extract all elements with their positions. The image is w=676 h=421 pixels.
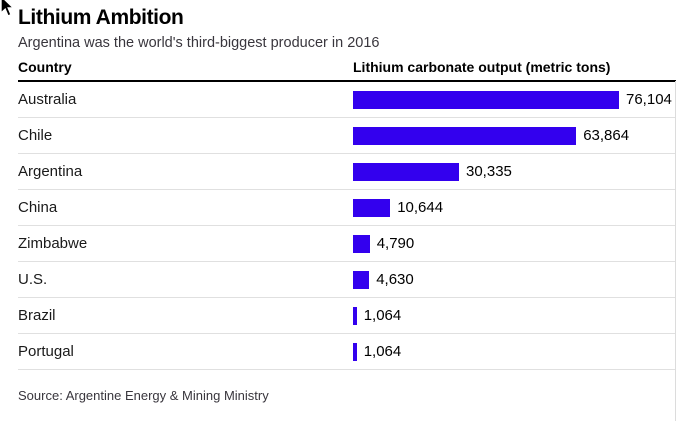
value-bar xyxy=(353,270,370,289)
value-bar xyxy=(353,306,357,325)
country-label: Argentina xyxy=(18,163,83,180)
table-row: Australia 76,104 xyxy=(18,82,676,118)
value-label: 4,790 xyxy=(376,235,415,252)
value-label: 1,064 xyxy=(363,307,402,324)
country-label: Australia xyxy=(18,91,77,108)
country-label: Chile xyxy=(18,127,53,144)
country-label: China xyxy=(18,199,58,216)
mouse-cursor-icon xyxy=(0,0,16,17)
table-row: Chile 63,864 xyxy=(18,118,676,154)
table-header-row: Country Lithium carbonate output (metric… xyxy=(18,59,676,75)
table-row: China 10,644 xyxy=(18,190,676,226)
country-label: Portugal xyxy=(18,343,74,360)
value-bar xyxy=(353,162,459,181)
value-bar xyxy=(353,234,370,253)
value-label: 1,064 xyxy=(363,343,402,360)
chart-subtitle: Argentina was the world's third-biggest … xyxy=(18,35,380,51)
value-label: 76,104 xyxy=(626,91,672,108)
value-label: 4,630 xyxy=(376,271,414,288)
table-row: Argentina 30,335 xyxy=(18,154,676,190)
source-text: Source: Argentine Energy & Mining Minist… xyxy=(18,388,269,403)
country-label: U.S. xyxy=(18,271,48,288)
value-bar xyxy=(353,342,357,361)
value-bar xyxy=(353,126,577,145)
table-row: Brazil 1,064 xyxy=(18,298,676,334)
header-rule xyxy=(18,80,676,82)
country-label: Zimbabwe xyxy=(18,235,88,252)
value-label: 30,335 xyxy=(466,163,512,180)
column-header-country: Country xyxy=(18,59,72,75)
table-row: Zimbabwe 4,790 xyxy=(18,226,676,262)
bar-cell: 1,064 xyxy=(353,342,676,361)
table-row: U.S. 4,630 xyxy=(18,262,676,298)
bar-cell: 1,064 xyxy=(353,306,676,325)
table-row: Portugal 1,064 xyxy=(18,334,676,370)
bar-chart-rows: Australia 76,104 Chile 63,864 Argentina 30,33… xyxy=(18,82,676,370)
column-header-output: Lithium carbonate output (metric tons) xyxy=(353,59,611,75)
country-label: Brazil xyxy=(18,307,56,324)
value-bar xyxy=(353,90,619,109)
chart-title: Lithium Ambition xyxy=(18,6,184,29)
bar-cell: 76,104 xyxy=(353,90,676,109)
bar-cell: 63,864 xyxy=(353,126,676,145)
bar-cell: 4,790 xyxy=(353,234,676,253)
value-label: 10,644 xyxy=(397,199,444,216)
bar-cell: 30,335 xyxy=(353,162,676,181)
bar-cell: 10,644 xyxy=(353,198,676,217)
value-label: 63,864 xyxy=(583,127,630,144)
value-bar xyxy=(353,198,391,217)
bar-cell: 4,630 xyxy=(353,270,676,289)
